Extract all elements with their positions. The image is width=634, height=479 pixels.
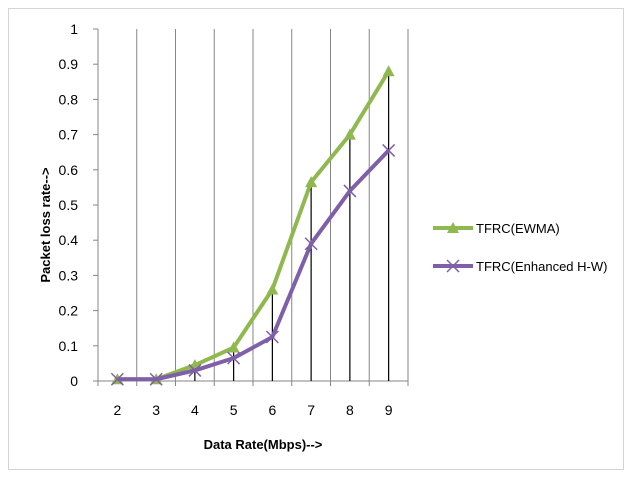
legend-label: TFRC(EWMA)	[476, 221, 560, 236]
y-axis-title: Packet loss rate-->	[38, 167, 53, 283]
x-marker-stroke	[149, 372, 163, 386]
triangle-marker	[227, 341, 240, 353]
x-marker-stroke	[227, 351, 241, 365]
y-tick-label: 1	[70, 21, 78, 37]
y-tick-label: 0.5	[59, 197, 79, 213]
x-tick-label: 7	[307, 402, 315, 418]
x-marker-stroke	[188, 363, 202, 377]
series-2	[110, 143, 396, 386]
x-tick-label: 8	[346, 402, 354, 418]
x-marker	[382, 143, 396, 157]
x-axis-title: Data Rate(Mbps)-->	[204, 437, 323, 452]
x-marker-stroke	[110, 372, 124, 386]
triangle-marker	[266, 283, 279, 295]
y-tick-label: 0.9	[59, 56, 79, 72]
x-marker	[149, 372, 163, 386]
x-marker	[343, 184, 357, 198]
x-marker	[304, 237, 318, 251]
x-marker	[446, 259, 460, 273]
vertical-gridlines	[136, 29, 409, 381]
x-marker-stroke	[446, 259, 460, 273]
x-tick-labels: 2 3 4 5 6 7 8 9	[97, 381, 409, 418]
legend-item: TFRC(EWMA)	[433, 221, 560, 236]
y-tick-label: 0.4	[59, 232, 79, 248]
legend: TFRC(EWMA) TFRC(Enhanced H-W)	[433, 221, 607, 274]
x-tick-label: 6	[268, 402, 276, 418]
series-lines	[110, 65, 396, 386]
x-marker	[265, 330, 279, 344]
triangle-marker	[447, 222, 459, 233]
x-marker	[227, 351, 241, 365]
y-tick-labels: 0 0.1 0.2 0.3 0.4 0.5 0.6 0.7 0.8 0.9 1	[59, 21, 98, 389]
x-marker-stroke	[382, 143, 396, 157]
y-tick-label: 0.3	[59, 267, 79, 283]
x-tick-label: 3	[152, 402, 160, 418]
x-marker-stroke	[265, 330, 279, 344]
x-tick-label: 4	[191, 402, 199, 418]
drop-lines	[194, 71, 390, 381]
x-marker	[188, 363, 202, 377]
triangle-marker	[343, 128, 356, 140]
x-marker-stroke	[304, 237, 318, 251]
x-marker	[110, 372, 124, 386]
triangle-marker	[382, 65, 395, 77]
y-tick-label: 0.7	[59, 127, 79, 143]
y-tick-label: 0.8	[59, 91, 79, 107]
y-tick-label: 0	[70, 373, 78, 389]
x-tick-label: 2	[113, 402, 121, 418]
legend-label: TFRC(Enhanced H-W)	[476, 259, 607, 274]
x-marker-stroke	[343, 184, 357, 198]
legend-item: TFRC(Enhanced H-W)	[433, 259, 607, 274]
y-tick-label: 0.6	[59, 162, 79, 178]
x-tick-label: 9	[385, 402, 393, 418]
triangle-marker	[305, 176, 318, 188]
x-tick-label: 5	[230, 402, 238, 418]
series-line	[117, 149, 391, 382]
y-tick-label: 0.1	[59, 338, 79, 354]
y-tick-label: 0.2	[59, 303, 79, 319]
